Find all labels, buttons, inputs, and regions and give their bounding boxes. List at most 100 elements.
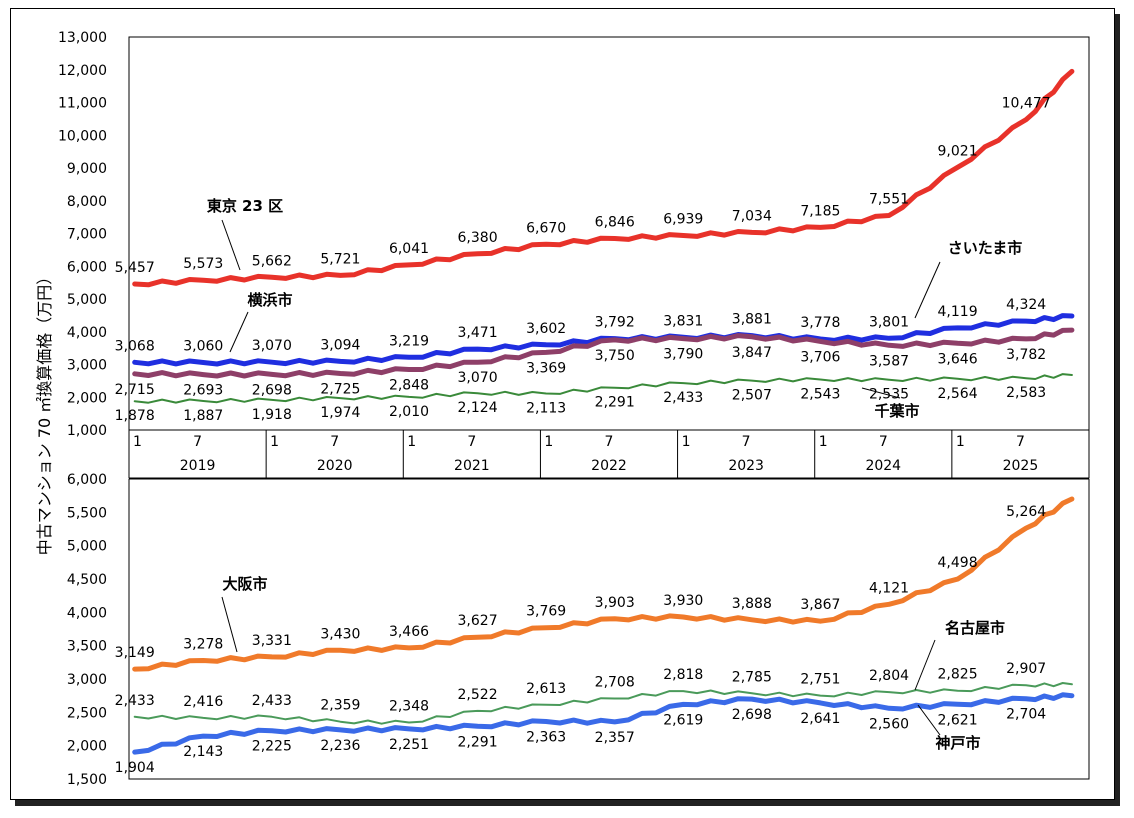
series-label-leader [221,219,241,271]
data-label: 3,792 [595,315,635,331]
data-label: 2,113 [526,401,566,417]
data-label: 7,034 [732,208,772,224]
x-year-label: 2023 [728,458,764,474]
data-label: 2,433 [115,693,155,709]
y-tick-label: 6,000 [67,472,107,488]
data-label: 1,974 [320,405,360,421]
data-label: 3,627 [458,613,498,629]
series-label-leader [229,311,249,353]
data-label: 2,907 [1006,661,1046,677]
series-label: さいたま市 [948,239,1023,257]
data-label: 2,564 [938,386,978,402]
data-label: 2,613 [526,681,566,697]
x-year-label: 2020 [317,458,353,474]
x-tick-label: 7 [742,434,751,450]
data-label: 3,149 [115,645,155,661]
x-year-label: 2021 [454,458,490,474]
data-label: 2,583 [1006,385,1046,401]
data-label: 2,363 [526,729,566,745]
y-tick-label: 11,000 [58,96,107,112]
data-label: 2,708 [595,674,635,690]
x-tick-label: 7 [605,434,614,450]
data-label: 3,750 [595,348,635,364]
data-label: 7,551 [869,191,909,207]
x-tick-label: 1 [407,434,416,450]
data-label: 6,670 [526,220,566,236]
data-label: 2,619 [663,712,703,728]
data-label: 3,801 [869,314,909,330]
data-label: 2,698 [732,707,772,723]
y-tick-label: 10,000 [58,128,107,144]
series-label: 名古屋市 [945,619,1005,637]
data-label: 5,721 [320,251,360,267]
series-label-leader [221,596,238,653]
data-label: 3,706 [800,349,840,365]
y-tick-label: 6,000 [67,259,107,275]
data-label: 2,621 [938,712,978,728]
data-label: 4,324 [1006,297,1046,313]
y-tick-label: 4,000 [67,325,107,341]
data-label: 2,704 [1006,707,1046,723]
y-tick-label: 9,000 [67,161,107,177]
y-tick-label: 1,500 [67,772,107,788]
data-label: 2,251 [389,737,429,753]
x-tick-label: 7 [1016,434,1025,450]
data-label: 3,068 [115,338,155,354]
data-label: 3,471 [458,325,498,341]
x-tick-label: 7 [193,434,202,450]
data-label: 3,219 [389,333,429,349]
y-tick-label: 3,000 [67,672,107,688]
series-line [132,496,1075,672]
data-label: 2,359 [320,698,360,714]
x-tick-label: 1 [682,434,691,450]
data-label: 2,751 [800,672,840,688]
series-label-leader [914,639,936,691]
data-label: 2,416 [183,694,223,710]
data-label: 3,466 [389,624,429,640]
y-tick-label: 5,000 [67,292,107,308]
series-label-leader [917,704,941,736]
y-tick-label: 3,500 [67,639,107,655]
data-label: 5,573 [183,256,223,272]
data-label: 2,785 [732,669,772,685]
data-label: 10,477 [1002,96,1051,112]
data-label: 3,278 [183,636,223,652]
x-tick-label: 7 [879,434,888,450]
data-label: 3,782 [1006,347,1046,363]
data-label: 4,498 [938,555,978,571]
x-year-label: 2025 [1003,458,1039,474]
series-label: 千葉市 [874,402,919,420]
data-label: 2,848 [389,377,429,393]
data-label: 3,847 [732,345,772,361]
series-line [133,373,1073,404]
y-axis-title: 中古マンション 70 ㎡換算価格（万円） [35,269,54,556]
x-year-label: 2019 [180,458,216,474]
data-label: 3,070 [252,338,292,354]
data-label: 6,846 [595,215,635,231]
data-label: 6,939 [663,211,703,227]
series-label: 神戸市 [935,734,980,752]
series-line [132,692,1075,755]
x-year-label: 2024 [865,458,901,474]
data-label: 2,225 [252,739,292,755]
data-label: 3,867 [800,597,840,613]
data-label: 3,602 [526,321,566,337]
y-tick-label: 4,000 [67,605,107,621]
y-tick-label: 2,500 [67,705,107,721]
data-label: 2,236 [320,738,360,754]
y-tick-label: 1,000 [67,423,107,439]
y-tick-label: 5,000 [67,539,107,555]
x-year-label: 2022 [591,458,627,474]
x-tick-label: 1 [544,434,553,450]
data-label: 2,522 [458,687,498,703]
data-label: 1,878 [115,408,155,424]
data-label: 3,903 [595,595,635,611]
data-label: 2,291 [595,395,635,411]
data-label: 3,646 [938,351,978,367]
y-tick-label: 4,500 [67,572,107,588]
data-label: 2,698 [252,382,292,398]
data-label: 2,543 [800,386,840,402]
x-tick-label: 1 [133,434,142,450]
y-tick-label: 2,000 [67,739,107,755]
y-tick-label: 13,000 [58,30,107,46]
